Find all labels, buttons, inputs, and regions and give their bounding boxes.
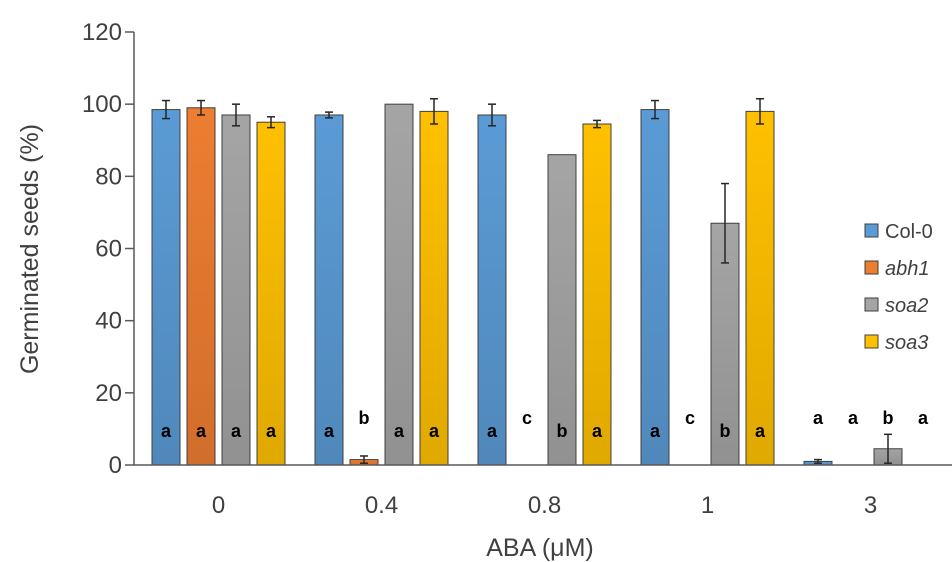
y-tick-label: 40 <box>95 308 122 335</box>
error-bars <box>162 98 892 464</box>
letter-soa2-1: b <box>720 421 731 441</box>
letter-Col-0-0.8: a <box>487 421 498 441</box>
x-tick-label: 3 <box>864 492 877 519</box>
y-tick-label: 80 <box>95 163 122 190</box>
legend: Col-0 abh1 soa2 soa3 <box>864 221 933 354</box>
bar-soa2-0 <box>221 114 251 466</box>
x-axis-title: ABA (μM) <box>486 534 593 562</box>
legend-swatch-soa2 <box>864 297 879 312</box>
letter-soa3-1: a <box>755 421 766 441</box>
x-tick-label: 0.8 <box>528 492 561 519</box>
letter-abh1-0.8: c <box>522 408 532 428</box>
legend-label-Col-0: Col-0 <box>885 221 933 243</box>
legend-swatch-abh1 <box>864 260 879 275</box>
letter-abh1-0.4: b <box>359 408 370 428</box>
y-tick-label: 120 <box>82 19 122 46</box>
legend-swatch-soa3 <box>864 334 879 349</box>
legend-label-abh1: abh1 <box>885 258 930 280</box>
letter-Col-0-3: a <box>813 408 824 428</box>
letter-soa2-0.4: a <box>394 421 405 441</box>
bar-Col-0-1 <box>640 109 670 466</box>
y-tick-label: 60 <box>95 236 122 263</box>
letter-Col-0-0: a <box>161 421 172 441</box>
letter-soa3-3: a <box>918 408 929 428</box>
letter-Col-0-1: a <box>650 421 661 441</box>
letter-soa3-0: a <box>266 421 277 441</box>
y-tick-label: 0 <box>109 452 122 479</box>
axes <box>133 32 952 466</box>
letter-abh1-0: a <box>196 421 207 441</box>
letter-soa2-0.8: b <box>557 421 568 441</box>
y-tick-label: 20 <box>95 380 122 407</box>
y-tick-label: 100 <box>82 91 122 118</box>
bar-Col-0-0.4 <box>314 114 344 466</box>
bar-soa3-1 <box>745 110 775 466</box>
x-tick-label: 0 <box>212 492 225 519</box>
bar-soa3-0 <box>256 121 286 466</box>
legend-label-soa2: soa2 <box>885 295 928 317</box>
bar-soa3-0.4 <box>419 110 449 466</box>
letter-soa3-0.4: a <box>429 421 440 441</box>
x-tick-label: 0.4 <box>365 492 398 519</box>
bars <box>151 103 903 466</box>
y-axis-title: Germinated seeds (%) <box>16 124 44 374</box>
bar-soa2-0.4 <box>384 103 414 466</box>
bar-Col-0-0 <box>151 109 181 466</box>
letter-soa2-3: b <box>883 408 894 428</box>
legend-label-soa3: soa3 <box>885 332 928 354</box>
letter-abh1-1: c <box>685 408 695 428</box>
x-tick-label: 1 <box>701 492 714 519</box>
x-axis-label: ABA (μM) <box>486 534 593 562</box>
bar-soa3-0.8 <box>582 123 612 466</box>
bar-soa2-0.8 <box>547 154 577 466</box>
letter-soa3-0.8: a <box>592 421 603 441</box>
letter-soa2-0: a <box>231 421 242 441</box>
letter-abh1-3: a <box>848 408 859 428</box>
significance-letters: a a a a aba a acb a acb aa a b a <box>161 408 929 441</box>
bar-Col-0-0.8 <box>477 114 507 466</box>
y-axis-label: Germinated seeds (%) <box>16 124 44 374</box>
legend-swatch-Col-0 <box>864 223 879 238</box>
letter-Col-0-0.4: a <box>324 421 335 441</box>
x-axis-ticks: 0 0.4 0.8 1 3 <box>212 492 877 519</box>
bar-abh1-0 <box>186 107 216 466</box>
y-axis-ticks: 0 20 40 60 80 100 120 <box>82 19 134 479</box>
